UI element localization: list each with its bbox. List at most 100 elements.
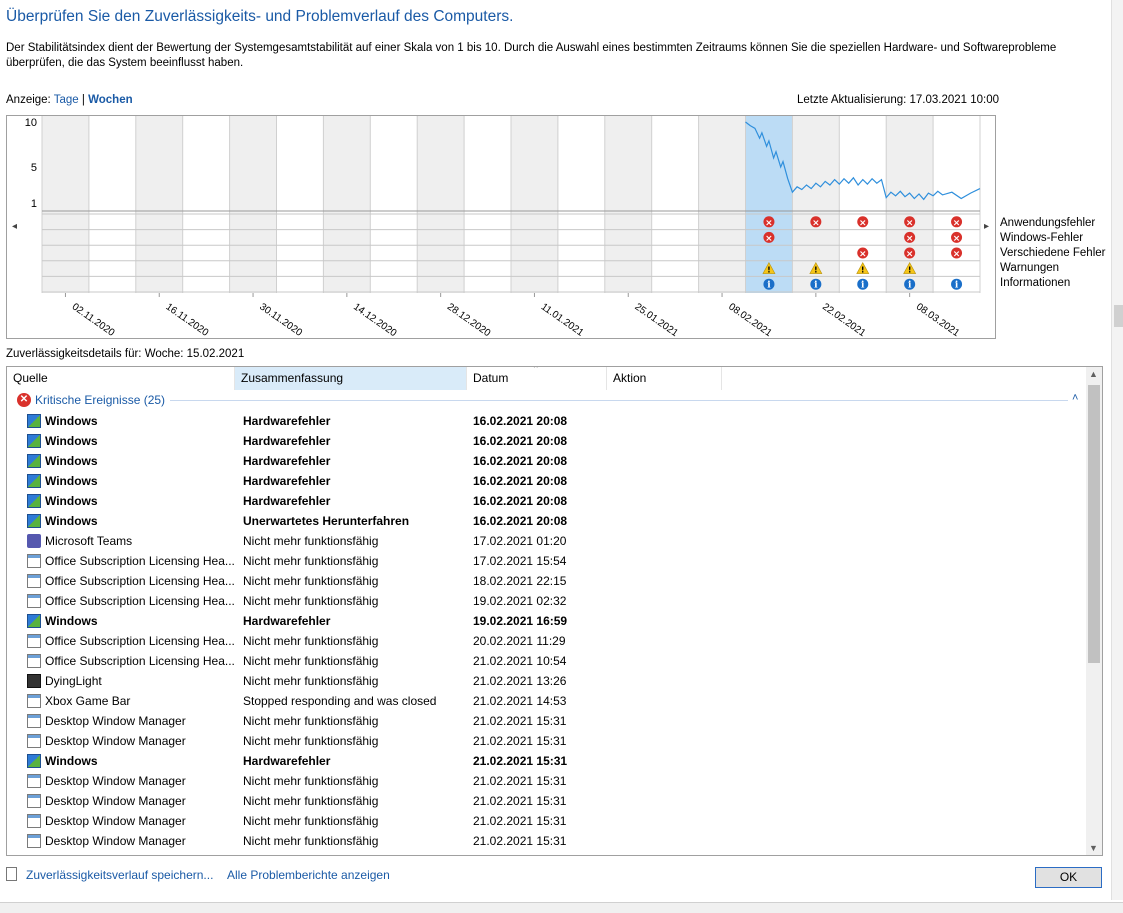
reliability-chart[interactable]: 10 5 1 ◂ ▸ × × × × × × × × × × ×!!!! i i i i i 02.11.2020 16.1… — [6, 115, 996, 339]
app-icon — [27, 794, 41, 808]
game-icon — [27, 674, 41, 688]
table-row[interactable]: Windows Hardwarefehler 16.02.2021 20:08 — [7, 451, 1087, 471]
table-row[interactable]: Windows Hardwarefehler 21.02.2021 15:31 — [7, 751, 1087, 771]
app-icon — [27, 774, 41, 788]
error-icon — [857, 247, 869, 259]
event-row-label: Informationen — [1000, 277, 1071, 289]
stability-line — [745, 121, 981, 201]
table-row[interactable]: Office Subscription Licensing Hea... Nich… — [7, 631, 1087, 651]
row-summary: Hardwarefehler — [243, 494, 331, 508]
table-row[interactable]: Windows Hardwarefehler 16.02.2021 20:08 — [7, 411, 1087, 431]
row-summary: Nicht mehr funktionsfähig — [243, 634, 379, 648]
column-date[interactable]: Datum — [467, 367, 607, 390]
x-tick-label: 11.01.2021 — [539, 301, 586, 338]
table-scrollbar[interactable]: ▲ ▼ — [1086, 367, 1102, 855]
table-row[interactable]: Office Subscription Licensing Hea... Nich… — [7, 591, 1087, 611]
error-icon — [951, 247, 963, 259]
view-weeks-link[interactable]: Wochen — [88, 94, 133, 106]
row-date: 21.02.2021 10:54 — [473, 654, 567, 668]
windows-icon — [27, 514, 41, 528]
error-icon — [951, 231, 963, 243]
x-tick-label: 14.12.2020 — [351, 301, 399, 338]
scroll-down-icon[interactable]: ▼ — [1089, 843, 1098, 853]
row-source: Desktop Window Manager — [45, 834, 186, 848]
table-row[interactable]: Desktop Window Manager Nicht mehr funktio… — [7, 731, 1087, 751]
error-icon-glyph: × — [906, 218, 914, 228]
chart-column — [370, 116, 418, 293]
scroll-right-icon[interactable]: ▸ — [984, 221, 989, 232]
chart-column — [323, 116, 371, 293]
table-row[interactable]: Windows Hardwarefehler 19.02.2021 16:59 — [7, 611, 1087, 631]
error-icon: ✕ — [17, 393, 31, 407]
show-all-reports-link[interactable]: Alle Problemberichte anzeigen — [227, 868, 390, 882]
error-icon-glyph: × — [953, 250, 961, 260]
table-row[interactable]: Office Subscription Licensing Hea... Nich… — [7, 651, 1087, 671]
scroll-up-icon[interactable]: ▲ — [1089, 369, 1098, 379]
table-row[interactable]: Desktop Window Manager Nicht mehr funktio… — [7, 771, 1087, 791]
group-label: Kritische Ereignisse (25) — [35, 393, 166, 407]
row-summary: Nicht mehr funktionsfähig — [243, 834, 379, 848]
y-tick-label: 10 — [25, 117, 37, 129]
row-date: 16.02.2021 20:08 — [473, 454, 568, 468]
table-row[interactable]: Windows Hardwarefehler 16.02.2021 20:08 — [7, 431, 1087, 451]
table-row[interactable]: Xbox Game Bar Stopped responding and was … — [7, 691, 1087, 711]
scroll-left-icon[interactable]: ◂ — [12, 221, 17, 232]
row-date: 21.02.2021 15:31 — [473, 734, 567, 748]
app-icon — [27, 834, 41, 848]
page-description: Der Stabilitätsindex dient der Bewertung… — [6, 42, 1057, 69]
info-icon — [904, 278, 916, 290]
error-icon — [810, 216, 822, 228]
row-source: Windows — [45, 514, 98, 528]
row-summary: Hardwarefehler — [243, 454, 331, 468]
reliability-details-table: Quelle Zusammenfassung Datum ⌃ Aktion ✕ … — [6, 366, 1103, 856]
group-critical-events[interactable]: ✕ Kritische Ereignisse (25) ˄ — [15, 392, 1079, 410]
row-date: 21.02.2021 15:31 — [473, 814, 567, 828]
row-summary: Nicht mehr funktionsfähig — [243, 674, 379, 688]
view-days-link[interactable]: Tage — [53, 94, 79, 106]
table-row[interactable]: Desktop Window Manager Nicht mehr funktio… — [7, 811, 1087, 831]
group-divider — [170, 400, 1068, 401]
table-row[interactable]: Desktop Window Manager Nicht mehr funktio… — [7, 831, 1087, 851]
error-icon-glyph: × — [906, 250, 914, 260]
ok-button[interactable]: OK — [1035, 867, 1102, 888]
table-row[interactable]: Office Subscription Licensing Hea... Nich… — [7, 551, 1087, 571]
scrollbar-thumb[interactable] — [1088, 385, 1100, 663]
warning-icon-glyph: ! — [767, 266, 771, 275]
table-row[interactable]: Office Subscription Licensing Hea... Nich… — [7, 571, 1087, 591]
row-source: Office Subscription Licensing Hea... — [45, 554, 235, 568]
row-date: 16.02.2021 20:08 — [473, 474, 568, 488]
collapse-chevron-icon[interactable]: ˄ — [1072, 392, 1079, 404]
info-icon-glyph: i — [908, 281, 912, 291]
chart-column — [229, 116, 277, 293]
row-date: 21.02.2021 15:31 — [473, 834, 567, 848]
error-icon — [904, 231, 916, 243]
error-icon — [951, 216, 963, 228]
table-row[interactable]: DyingLight Nicht mehr funktionsfähig 21.02… — [7, 671, 1087, 691]
app-icon — [27, 574, 41, 588]
teams-icon — [27, 534, 41, 548]
row-summary: Nicht mehr funktionsfähig — [243, 774, 379, 788]
table-row[interactable]: Desktop Window Manager Nicht mehr funktio… — [7, 791, 1087, 811]
table-row[interactable]: Microsoft Teams Nicht mehr funktionsfähig… — [7, 531, 1087, 551]
x-tick-label: 25.01.2021 — [633, 301, 681, 338]
row-source: Office Subscription Licensing Hea... — [45, 634, 235, 648]
app-icon — [27, 634, 41, 648]
info-icon — [951, 278, 963, 290]
error-icon — [904, 216, 916, 228]
table-row[interactable]: Windows Hardwarefehler 16.02.2021 20:08 — [7, 471, 1087, 491]
row-summary: Nicht mehr funktionsfähig — [243, 594, 379, 608]
column-action[interactable]: Aktion — [607, 367, 722, 390]
warning-icon-glyph: ! — [861, 266, 865, 275]
app-icon — [27, 734, 41, 748]
save-history-link[interactable]: Zuverlässigkeitsverlauf speichern... — [26, 868, 214, 882]
row-date: 16.02.2021 20:08 — [473, 494, 568, 508]
event-row-label: Verschiedene Fehler — [1000, 247, 1106, 259]
table-row[interactable]: Windows Hardwarefehler 16.02.2021 20:08 — [7, 491, 1087, 511]
table-row[interactable]: Windows Unerwartetes Herunterfahren 16.02.… — [7, 511, 1087, 531]
column-summary[interactable]: Zusammenfassung — [235, 367, 467, 390]
column-source[interactable]: Quelle — [7, 367, 235, 390]
table-row[interactable]: Desktop Window Manager Nicht mehr funktio… — [7, 711, 1087, 731]
row-source: Desktop Window Manager — [45, 714, 186, 728]
app-icon — [27, 594, 41, 608]
chart-column — [604, 116, 652, 293]
